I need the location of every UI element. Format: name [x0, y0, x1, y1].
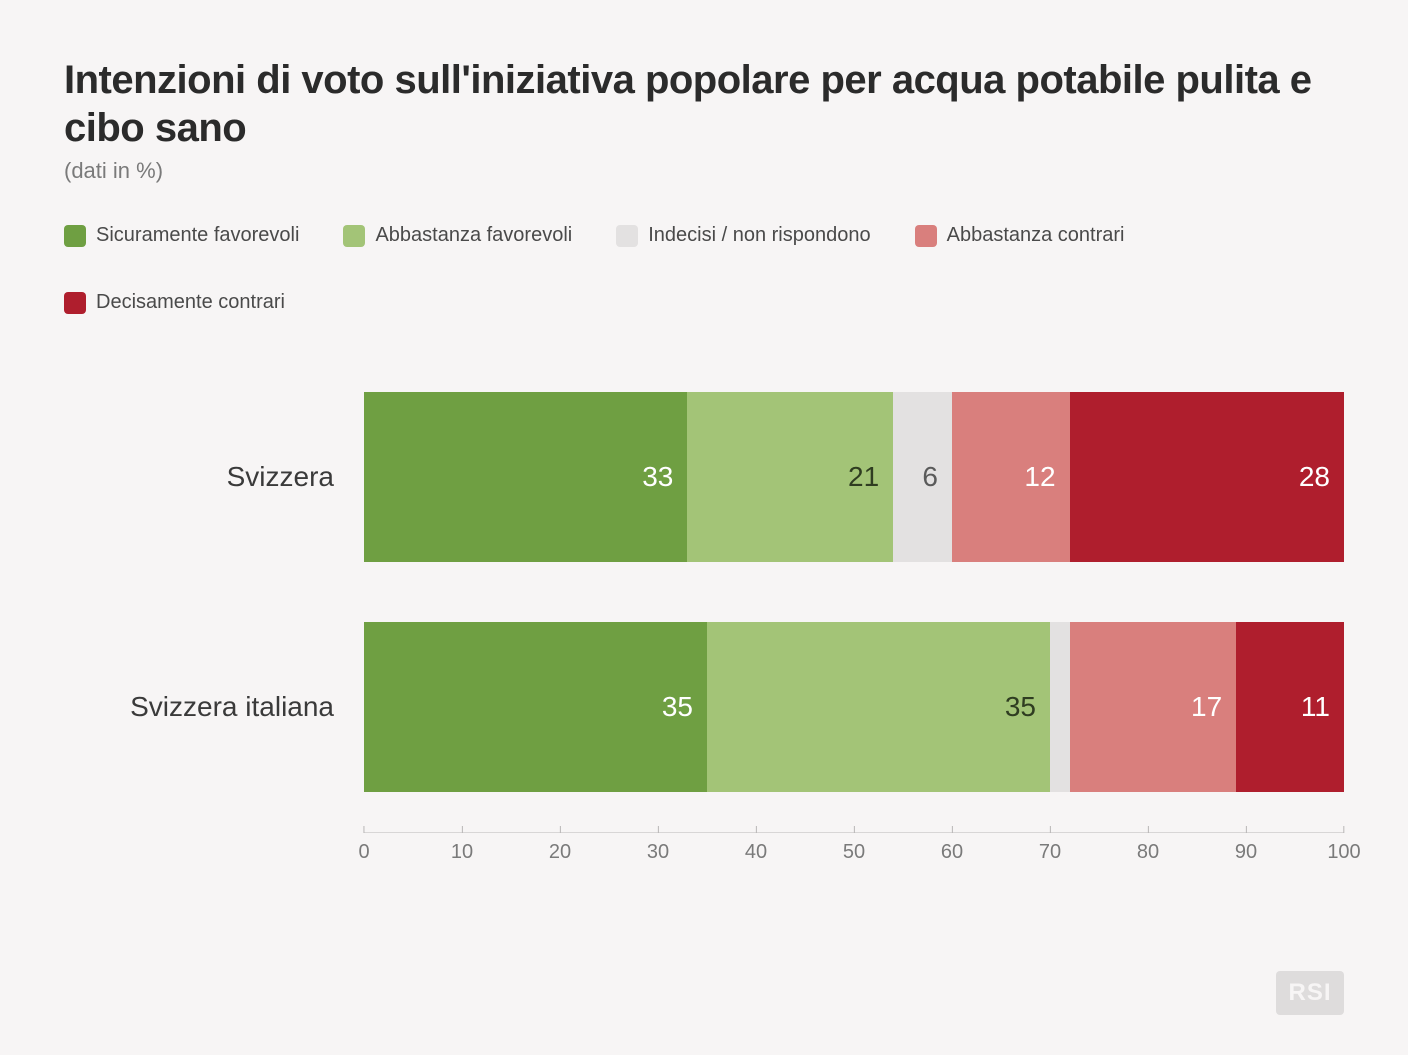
x-tick-label: 90 [1235, 841, 1257, 864]
chart-subtitle: (dati in %) [64, 158, 1344, 184]
x-tick-label: 50 [843, 841, 865, 864]
x-tick-label: 100 [1327, 841, 1360, 864]
bar-track: 332161228 [364, 392, 1344, 562]
legend-item: Indecisi / non rispondono [616, 224, 870, 247]
legend-swatch [343, 225, 365, 247]
legend-item: Sicuramente favorevoli [64, 224, 299, 247]
x-tick: 0 [358, 826, 369, 864]
x-tick: 60 [941, 826, 963, 864]
category-label: Svizzera [64, 461, 364, 493]
x-tick: 10 [451, 826, 473, 864]
x-tick-label: 0 [358, 841, 369, 864]
x-tick: 20 [549, 826, 571, 864]
legend-item: Abbastanza favorevoli [343, 224, 572, 247]
legend-swatch [915, 225, 937, 247]
legend-swatch [616, 225, 638, 247]
x-tick: 30 [647, 826, 669, 864]
x-tick-label: 20 [549, 841, 571, 864]
brand-badge: RSI [1276, 971, 1344, 1015]
bar-row: 332161228 [364, 362, 1344, 592]
legend-swatch [64, 225, 86, 247]
bar-track: 35351711 [364, 622, 1344, 792]
legend-label: Abbastanza contrari [947, 224, 1125, 247]
x-tick-label: 10 [451, 841, 473, 864]
bar-segment: 11 [1236, 622, 1344, 792]
bars-container: 33216122835351711 [364, 362, 1344, 822]
x-tick-label: 80 [1137, 841, 1159, 864]
legend-label: Sicuramente favorevoli [96, 224, 299, 247]
legend-label: Decisamente contrari [96, 291, 285, 314]
legend-item: Decisamente contrari [64, 291, 285, 314]
legend-label: Indecisi / non rispondono [648, 224, 870, 247]
bar-segment: 35 [707, 622, 1050, 792]
bar-segment: 35 [364, 622, 707, 792]
x-tick: 50 [843, 826, 865, 864]
category-labels-column: Svizzera Svizzera italiana [64, 362, 364, 882]
x-axis: 0102030405060708090100 [364, 832, 1344, 882]
bar-segment: 28 [1070, 392, 1344, 562]
x-tick-label: 70 [1039, 841, 1061, 864]
plot-column: 33216122835351711 0102030405060708090100 [364, 362, 1344, 882]
category-label: Svizzera italiana [64, 691, 364, 723]
x-tick: 70 [1039, 826, 1061, 864]
x-tick-label: 30 [647, 841, 669, 864]
chart-area: SvizzeraSvizzera italiana 33216122835351… [64, 362, 1344, 882]
legend-label: Abbastanza favorevoli [375, 224, 572, 247]
bar-segment: 6 [893, 392, 952, 562]
bar-row: 35351711 [364, 592, 1344, 822]
legend-swatch [64, 292, 86, 314]
bar-segment [1050, 622, 1070, 792]
legend-item: Abbastanza contrari [915, 224, 1125, 247]
bar-segment: 33 [364, 392, 687, 562]
x-tick-label: 60 [941, 841, 963, 864]
x-tick: 100 [1327, 826, 1360, 864]
bar-segment: 21 [687, 392, 893, 562]
x-tick: 80 [1137, 826, 1159, 864]
chart-title: Intenzioni di voto sull'iniziativa popol… [64, 56, 1344, 152]
x-tick: 90 [1235, 826, 1257, 864]
legend: Sicuramente favorevoli Abbastanza favorev… [64, 224, 1344, 314]
bar-segment: 17 [1070, 622, 1237, 792]
bar-segment: 12 [952, 392, 1070, 562]
x-tick: 40 [745, 826, 767, 864]
x-tick-label: 40 [745, 841, 767, 864]
